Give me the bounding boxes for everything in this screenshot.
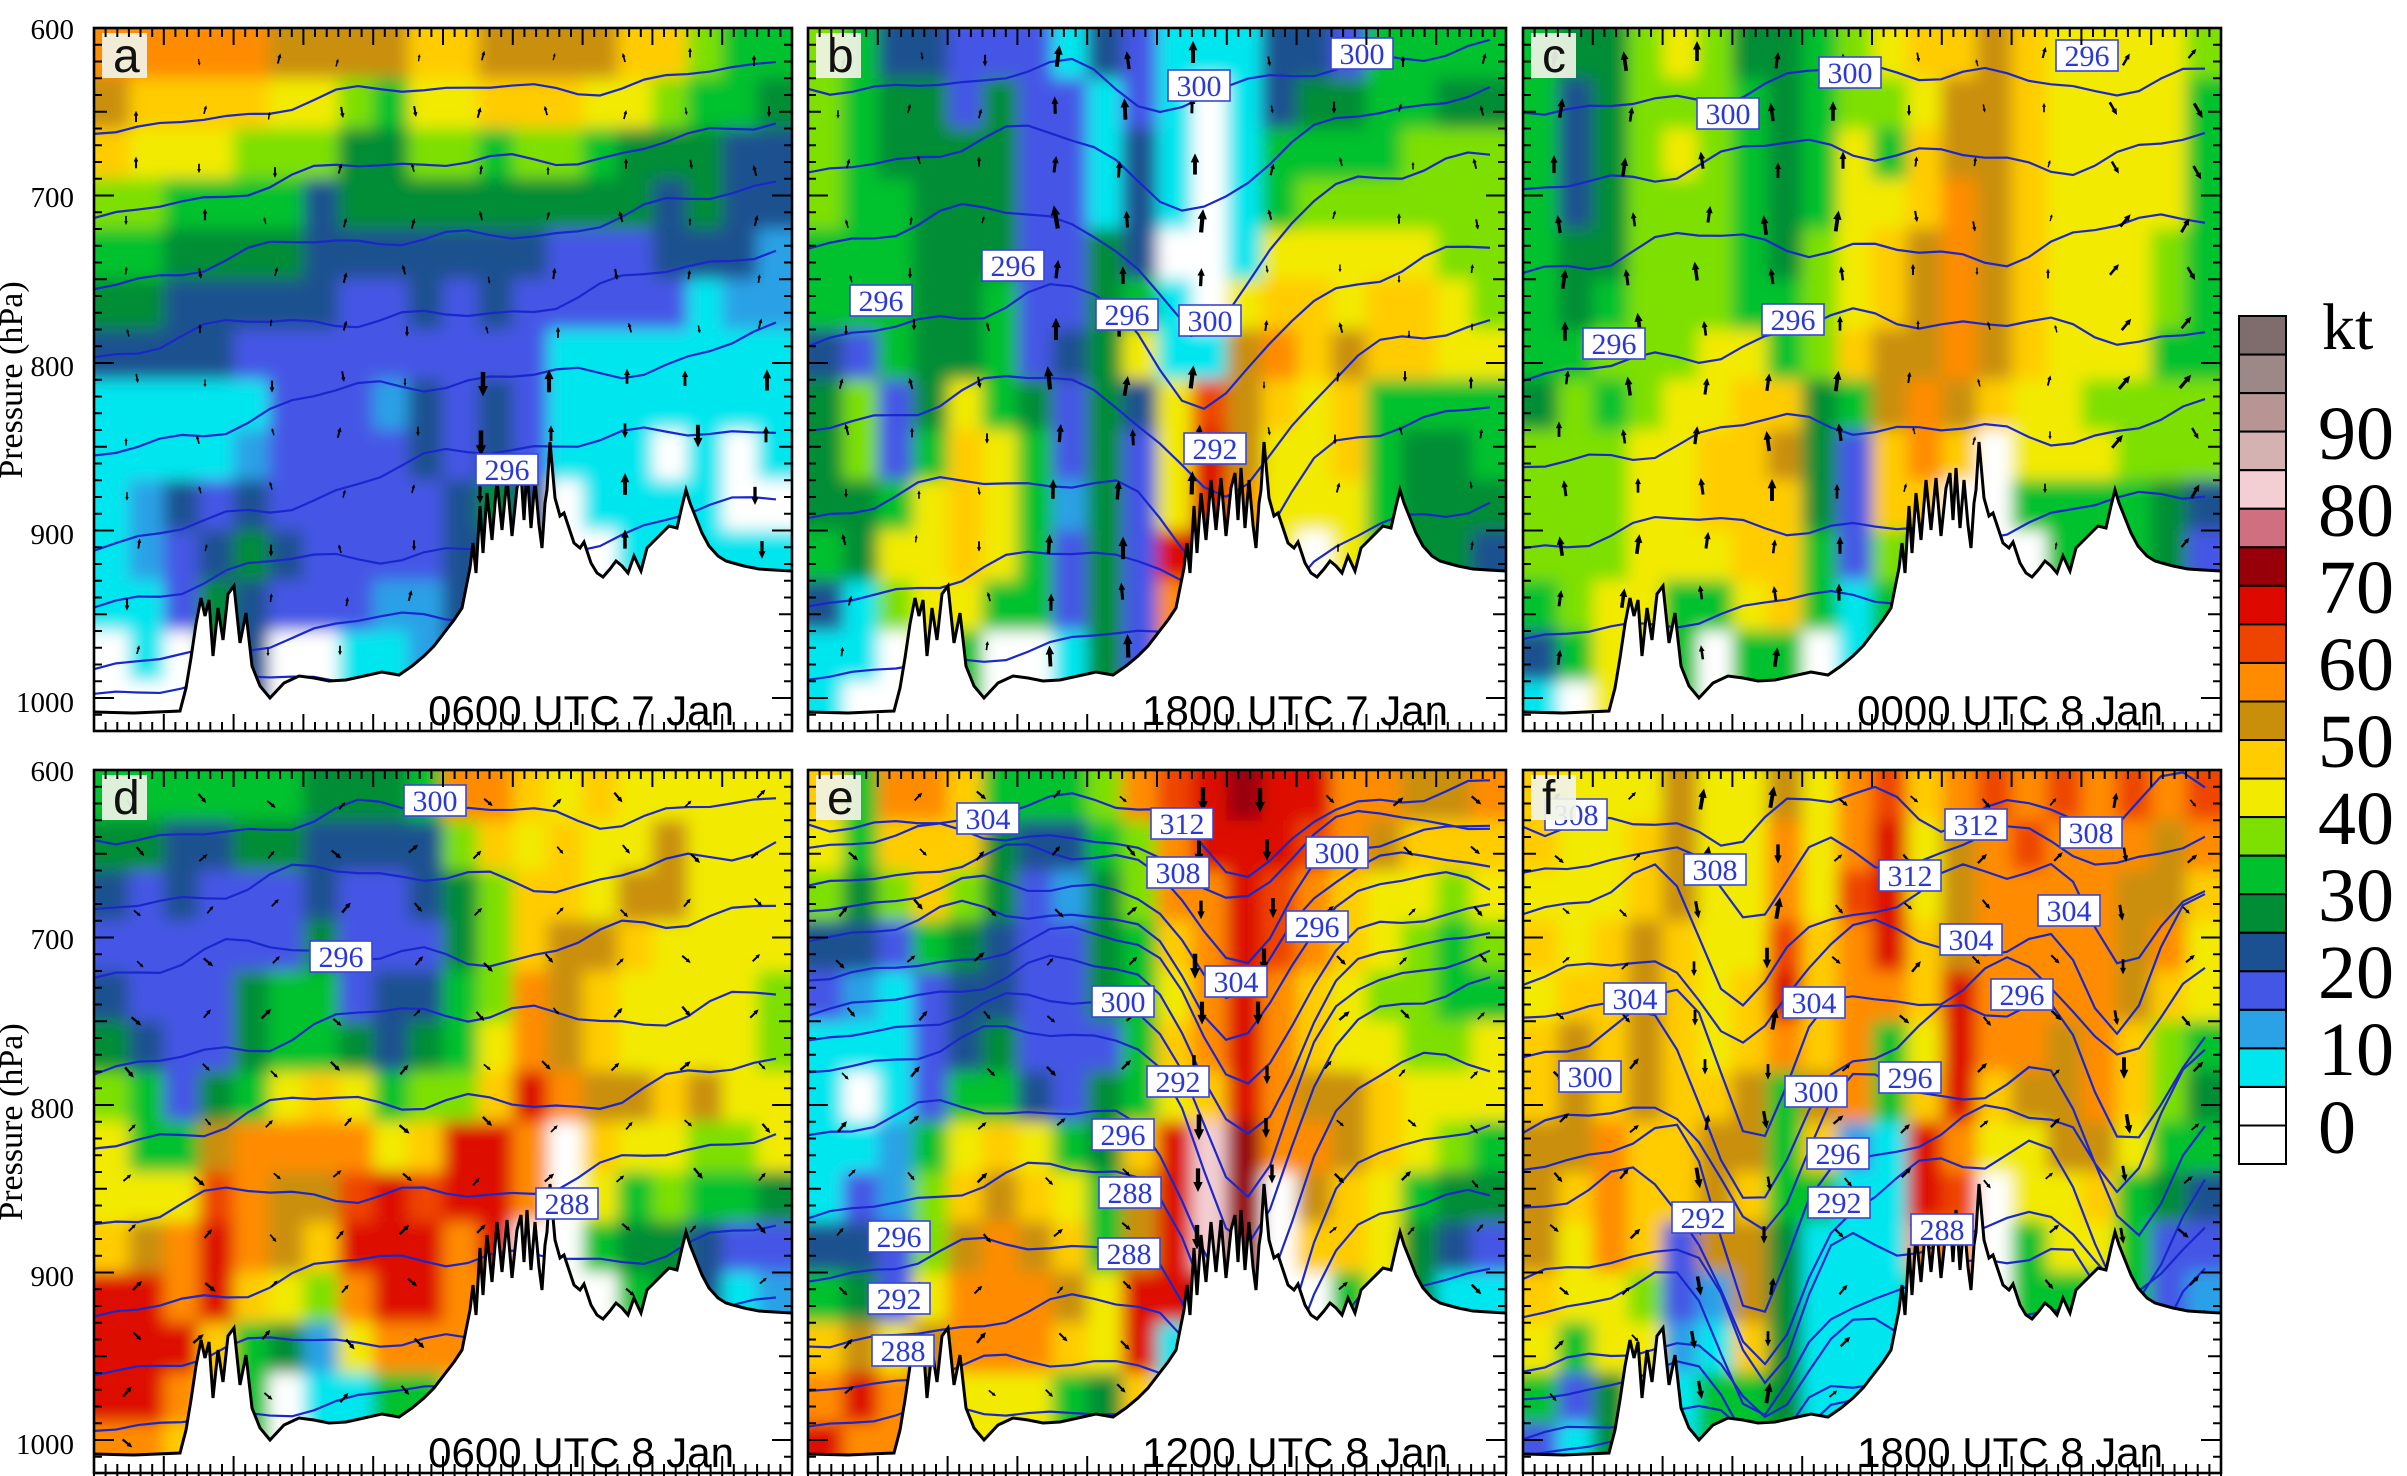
svg-text:296: 296 xyxy=(1888,1062,1933,1095)
svg-text:1000: 1000 xyxy=(16,1429,74,1461)
svg-text:308: 308 xyxy=(2069,817,2114,850)
svg-text:300: 300 xyxy=(1340,38,1385,71)
svg-text:292: 292 xyxy=(1817,1187,1862,1220)
svg-text:312: 312 xyxy=(1160,808,1205,841)
svg-text:70: 70 xyxy=(2318,546,2394,630)
svg-text:288: 288 xyxy=(545,1188,590,1221)
svg-text:300: 300 xyxy=(1794,1076,1839,1109)
svg-text:600: 600 xyxy=(31,756,75,788)
svg-text:300: 300 xyxy=(413,785,458,818)
svg-text:Pressure (hPa): Pressure (hPa) xyxy=(0,281,30,478)
svg-text:Pressure (hPa): Pressure (hPa) xyxy=(0,1023,30,1220)
svg-text:300: 300 xyxy=(1188,305,1233,338)
svg-text:288: 288 xyxy=(1108,1177,1153,1210)
svg-text:1800 UTC 7 Jan: 1800 UTC 7 Jan xyxy=(1142,687,1448,734)
svg-text:900: 900 xyxy=(31,1261,75,1293)
svg-text:308: 308 xyxy=(1693,854,1738,887)
svg-text:kt: kt xyxy=(2322,291,2373,364)
svg-text:296: 296 xyxy=(877,1221,922,1254)
svg-text:1800 UTC 8 Jan: 1800 UTC 8 Jan xyxy=(1857,1429,2163,1476)
svg-text:0000 UTC 8 Jan: 0000 UTC 8 Jan xyxy=(1857,687,2163,734)
svg-text:304: 304 xyxy=(1792,987,1837,1020)
svg-text:312: 312 xyxy=(1954,809,1999,842)
svg-text:1200 UTC 8 Jan: 1200 UTC 8 Jan xyxy=(1142,1429,1448,1476)
svg-text:304: 304 xyxy=(966,803,1011,836)
svg-text:296: 296 xyxy=(1101,1119,1146,1152)
svg-text:50: 50 xyxy=(2318,700,2394,784)
svg-text:288: 288 xyxy=(881,1335,926,1368)
svg-text:d: d xyxy=(113,772,140,825)
svg-text:296: 296 xyxy=(1816,1138,1861,1171)
svg-text:800: 800 xyxy=(31,351,75,383)
svg-text:296: 296 xyxy=(319,941,364,974)
svg-text:700: 700 xyxy=(31,924,75,956)
svg-text:296: 296 xyxy=(991,250,1036,283)
svg-text:304: 304 xyxy=(1949,924,1994,957)
svg-text:1000: 1000 xyxy=(16,687,74,719)
svg-text:296: 296 xyxy=(1592,328,1637,361)
svg-text:300: 300 xyxy=(1101,986,1146,1019)
svg-text:296: 296 xyxy=(859,285,904,318)
svg-text:300: 300 xyxy=(1706,98,1751,131)
svg-text:292: 292 xyxy=(1193,433,1238,466)
svg-text:0600 UTC 7 Jan: 0600 UTC 7 Jan xyxy=(428,687,734,734)
svg-text:a: a xyxy=(113,30,140,83)
svg-text:292: 292 xyxy=(877,1283,922,1316)
svg-text:20: 20 xyxy=(2318,931,2394,1015)
svg-text:300: 300 xyxy=(1177,70,1222,103)
svg-text:308: 308 xyxy=(1156,857,1201,890)
svg-text:e: e xyxy=(827,772,854,825)
svg-text:10: 10 xyxy=(2318,1008,2394,1092)
svg-text:296: 296 xyxy=(1295,911,1340,944)
svg-text:30: 30 xyxy=(2318,854,2394,938)
svg-text:292: 292 xyxy=(1156,1066,1201,1099)
svg-text:60: 60 xyxy=(2318,623,2394,707)
svg-text:312: 312 xyxy=(1888,860,1933,893)
svg-text:296: 296 xyxy=(1105,299,1150,332)
svg-text:40: 40 xyxy=(2318,777,2394,861)
svg-text:600: 600 xyxy=(31,14,75,46)
svg-text:300: 300 xyxy=(1828,57,1873,90)
svg-text:f: f xyxy=(1542,772,1556,825)
svg-text:c: c xyxy=(1542,30,1566,83)
svg-text:288: 288 xyxy=(1920,1214,1965,1247)
svg-text:800: 800 xyxy=(31,1093,75,1125)
svg-text:700: 700 xyxy=(31,182,75,214)
svg-text:296: 296 xyxy=(485,454,530,487)
svg-text:296: 296 xyxy=(1771,304,1816,337)
svg-text:296: 296 xyxy=(2000,979,2045,1012)
svg-text:288: 288 xyxy=(1107,1238,1152,1271)
svg-text:0600 UTC 8 Jan: 0600 UTC 8 Jan xyxy=(428,1429,734,1476)
svg-text:0: 0 xyxy=(2318,1086,2356,1170)
svg-text:304: 304 xyxy=(1214,966,1259,999)
svg-text:90: 90 xyxy=(2318,392,2394,476)
svg-text:296: 296 xyxy=(2065,40,2110,73)
svg-text:80: 80 xyxy=(2318,469,2394,553)
svg-text:304: 304 xyxy=(1613,983,1658,1016)
svg-text:900: 900 xyxy=(31,519,75,551)
svg-text:b: b xyxy=(827,30,854,83)
svg-text:300: 300 xyxy=(1315,837,1360,870)
svg-text:292: 292 xyxy=(1681,1202,1726,1235)
svg-text:300: 300 xyxy=(1568,1061,1613,1094)
svg-text:304: 304 xyxy=(2047,895,2092,928)
